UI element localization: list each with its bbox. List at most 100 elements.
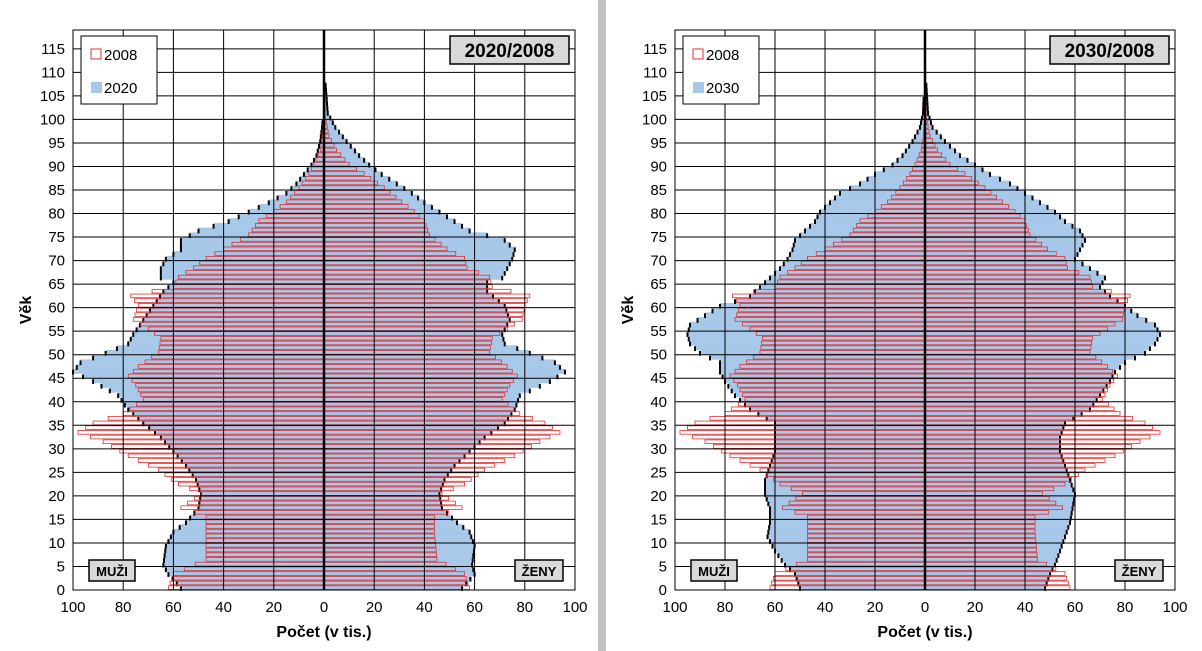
- bar-2020-female-age-36: [324, 415, 509, 421]
- bar-2020-male-age-5: [163, 561, 324, 567]
- bar-2030-male-age-43: [728, 382, 925, 388]
- bar-2020-male-age-18: [199, 500, 324, 506]
- edge-female-age-2: [469, 576, 472, 582]
- bar-2030-female-age-61: [925, 298, 1118, 304]
- edge-female-age-48: [553, 360, 556, 366]
- bar-2020-female-age-76: [324, 227, 470, 233]
- bar-2030-female-age-41: [925, 392, 1100, 398]
- edge-female-age-54: [501, 332, 504, 337]
- edge-female-age-39: [1092, 402, 1095, 408]
- bar-2030-male-age-52: [690, 340, 925, 346]
- edge-male-age-72: [791, 247, 794, 253]
- edge-male-age-58: [704, 313, 706, 319]
- y-tick-label: 105: [40, 88, 65, 105]
- bar-2020-male-age-11: [170, 533, 324, 539]
- y-tick-label: 0: [659, 582, 667, 599]
- bar-2030-female-age-83: [925, 194, 1033, 200]
- y-tick-label: 10: [650, 535, 667, 552]
- bar-2020-female-age-1: [324, 580, 467, 586]
- bar-2020-male-age-86: [296, 180, 324, 186]
- bar-2030-female-age-31: [925, 439, 1060, 445]
- bar-2030-female-age-47: [925, 364, 1120, 370]
- bar-2020-female-age-60: [324, 302, 505, 308]
- bar-2030-male-age-13: [769, 524, 925, 530]
- bar-2030-female-age-56: [925, 321, 1155, 327]
- bar-2030-male-age-56: [690, 321, 925, 327]
- bar-2030-female-age-42: [925, 387, 1104, 393]
- edge-female-age-41: [1099, 393, 1101, 399]
- bar-2030-male-age-83: [835, 194, 925, 200]
- bar-2030-female-age-64: [925, 284, 1100, 290]
- edge-male-age-22: [764, 482, 766, 488]
- edge-male-age-93: [904, 148, 907, 154]
- edge-male-age-8: [164, 548, 167, 554]
- edge-male-age-91: [896, 158, 899, 163]
- edge-male-age-51: [694, 346, 696, 351]
- edge-male-age-56: [689, 322, 691, 328]
- edge-female-age-101: [326, 111, 329, 116]
- bar-2020-female-age-8: [324, 547, 474, 553]
- bar-2030-female-age-72: [925, 246, 1080, 252]
- bar-2030-male-age-70: [787, 255, 925, 261]
- bar-2030-male-age-82: [830, 199, 925, 205]
- bar-2030-male-age-97: [917, 128, 925, 134]
- bar-2020-female-age-16: [324, 510, 447, 516]
- bar-2030-female-age-79: [925, 213, 1060, 219]
- edge-female-age-17: [440, 506, 443, 511]
- edge-male-age-61: [155, 299, 158, 304]
- bar-2020-female-age-14: [324, 519, 458, 525]
- bar-2030-male-age-88: [875, 171, 925, 177]
- edge-female-age-74: [1084, 238, 1086, 243]
- bar-2030-male-age-32: [775, 434, 925, 440]
- edge-female-age-81: [430, 205, 433, 210]
- plot-frame: [72, 29, 576, 591]
- bar-2020-male-age-7: [164, 552, 324, 558]
- legend-label-2008: 2008: [706, 47, 739, 64]
- edge-female-age-20: [438, 492, 441, 497]
- bar-2020-male-age-24: [192, 472, 324, 478]
- y-tick-label: 75: [650, 229, 667, 246]
- edge-male-age-21: [198, 487, 201, 493]
- bar-2020-male-age-74: [180, 237, 324, 243]
- females-label-box: ŽENY: [1114, 559, 1164, 582]
- males-label: MUŽI: [96, 564, 128, 579]
- y-tick-label: 25: [48, 464, 65, 481]
- bar-2020-female-age-69: [324, 260, 510, 266]
- x-tick-label: 40: [1017, 599, 1034, 616]
- bar-2030-female-age-65: [925, 279, 1103, 285]
- bar-2020-female-age-56: [324, 321, 508, 327]
- bar-2030-female-age-52: [925, 340, 1155, 346]
- edge-female-age-43: [538, 383, 541, 389]
- edge-female-age-63: [1104, 289, 1106, 295]
- edge-female-age-100: [928, 115, 931, 121]
- bar-2020-male-age-59: [149, 307, 324, 313]
- bar-2020-female-age-52: [324, 340, 505, 346]
- x-tick-label: 60: [1067, 599, 1084, 616]
- bar-2020-female-age-7: [324, 552, 474, 558]
- edge-male-age-7: [777, 553, 780, 559]
- edge-male-age-70: [786, 256, 789, 262]
- edge-male-age-60: [152, 303, 155, 309]
- edge-female-age-42: [1102, 388, 1105, 394]
- bar-2030-female-age-94: [925, 142, 950, 148]
- bar-2020-male-age-38: [128, 406, 324, 412]
- edge-female-age-45: [1111, 374, 1114, 380]
- bar-2020-male-age-26: [185, 462, 324, 468]
- edge-male-age-62: [159, 294, 162, 300]
- edge-male-age-0: [179, 586, 182, 591]
- bar-2030-female-age-57: [925, 317, 1147, 323]
- bar-2030-male-age-58: [705, 312, 925, 318]
- edge-female-age-96: [341, 134, 344, 140]
- females-label-bg: [1114, 559, 1164, 582]
- edge-male-age-4: [164, 567, 167, 573]
- bar-2030-female-age-98: [925, 124, 933, 130]
- bar-2030-female-age-0: [925, 585, 1045, 591]
- bar-2020-male-age-44: [93, 378, 324, 384]
- bar-2020-male-age-9: [165, 542, 324, 548]
- y-tick-label: 100: [40, 111, 65, 128]
- edge-female-age-77: [1071, 223, 1074, 229]
- edge-female-age-7: [472, 553, 475, 559]
- edge-male-age-62: [749, 294, 751, 300]
- legend-label-2030: 2030: [706, 80, 739, 97]
